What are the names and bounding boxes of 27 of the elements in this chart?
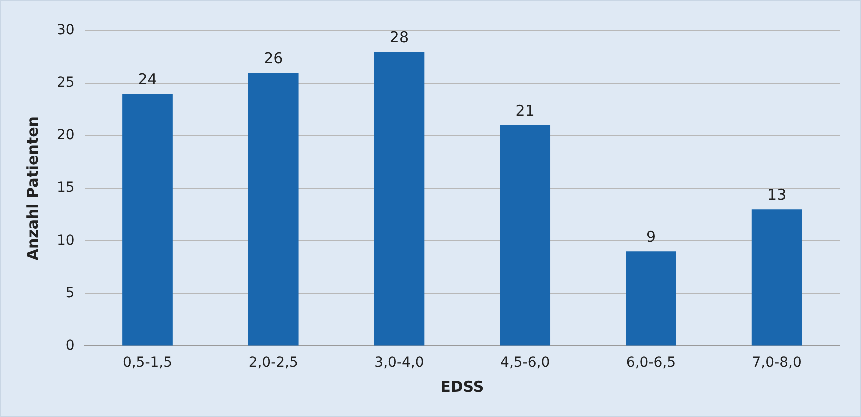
x-axis-title: EDSS: [440, 378, 484, 396]
y-tick-label: 10: [56, 232, 75, 249]
bar: [122, 94, 173, 346]
y-tick-label: 20: [56, 128, 75, 144]
y-tick-label: 30: [56, 22, 75, 39]
bar: [248, 73, 299, 346]
data-label: 28: [390, 28, 410, 46]
data-label: 13: [768, 186, 787, 204]
y-tick-label: 15: [56, 180, 75, 196]
data-label: 24: [138, 70, 158, 88]
y-tick-label: 5: [66, 285, 75, 302]
x-tick-label: 3,0-4,0: [374, 355, 424, 372]
bar: [752, 210, 802, 346]
x-tick-label: 7,0-8,0: [752, 355, 802, 372]
x-tick-label: 2,0-2,5: [248, 355, 298, 372]
bar: [626, 252, 676, 346]
bar: [374, 52, 425, 346]
data-label: 21: [516, 102, 535, 120]
x-tick-label: 6,0-6,5: [626, 355, 676, 372]
y-tick-label: 0: [66, 338, 75, 354]
x-tick-label: 0,5-1,5: [122, 355, 173, 372]
data-label: 9: [646, 228, 656, 246]
bar: [500, 126, 551, 346]
y-axis-title: Anzahl Patienten: [24, 116, 42, 261]
y-tick-label: 25: [56, 75, 75, 92]
data-label: 26: [264, 49, 284, 68]
x-tick-label: 4,5-6,0: [500, 355, 550, 372]
